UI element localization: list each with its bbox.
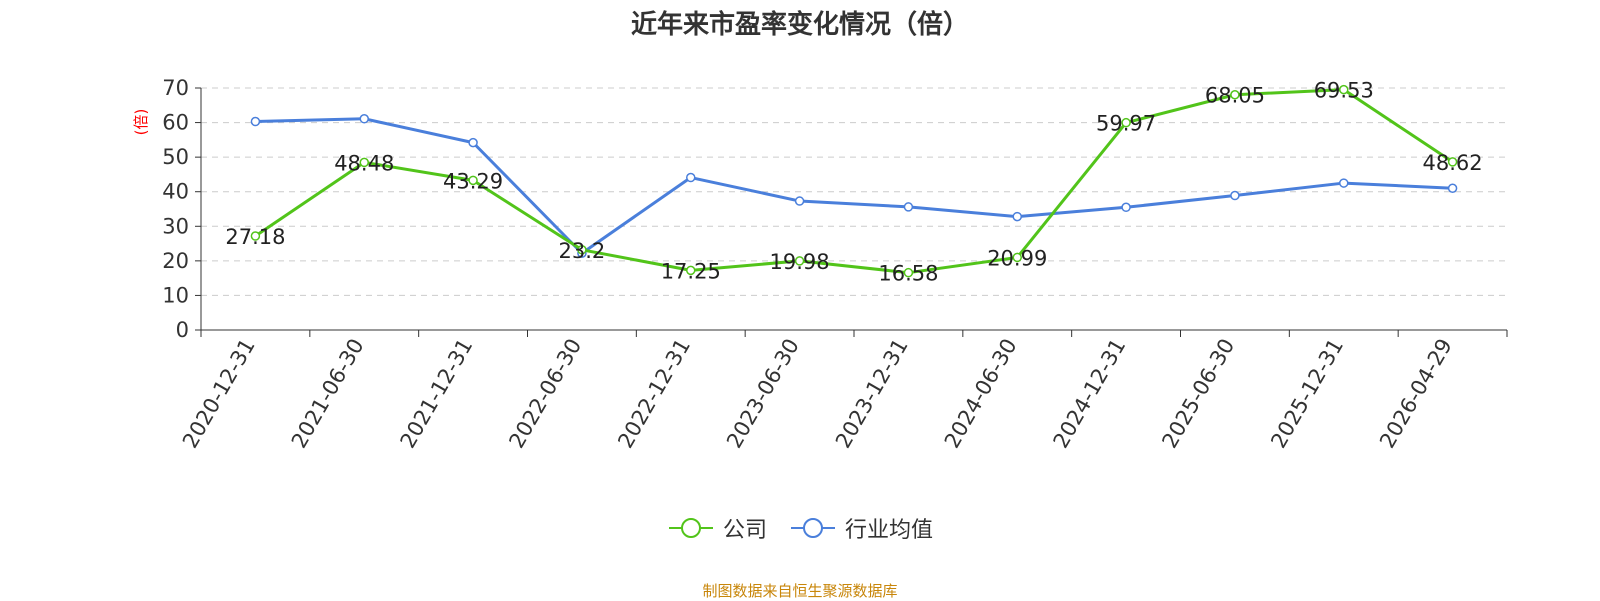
series: [250, 84, 1458, 278]
data-point-0[interactable]: [1012, 252, 1022, 263]
data-point-0[interactable]: [359, 157, 369, 168]
data-label: 19.98: [770, 250, 830, 274]
x-tick-label: 2026-04-29: [1375, 335, 1457, 453]
data-label: 48.62: [1423, 151, 1483, 175]
data-point-0[interactable]: [1447, 157, 1458, 167]
legend: 公司 行业均值: [0, 512, 1600, 544]
data-label: 69.53: [1314, 79, 1374, 103]
data-label: 27.18: [225, 225, 285, 249]
data-point-1[interactable]: [1012, 211, 1022, 222]
data-point-0[interactable]: [1339, 84, 1349, 95]
data-point-0[interactable]: [250, 231, 261, 241]
data-point-1[interactable]: [468, 137, 478, 148]
x-tick-label: 2020-12-31: [178, 335, 260, 453]
data-point-1[interactable]: [794, 196, 805, 206]
data-label: 17.25: [661, 259, 721, 283]
data-point-1[interactable]: [359, 114, 369, 124]
x-tick-label: 2021-12-31: [396, 335, 478, 453]
legend-industry-label: 行业均值: [845, 518, 934, 543]
data-label: 23.2: [559, 239, 606, 263]
legend-company-marker-icon: [668, 518, 713, 538]
x-tick-label: 2022-12-31: [613, 335, 695, 453]
grid-lines: [201, 87, 1507, 296]
x-tick-label: 2025-06-30: [1157, 335, 1239, 453]
data-point-0[interactable]: [468, 175, 478, 186]
y-tick-label: 20: [162, 249, 189, 273]
data-point-0[interactable]: [577, 245, 587, 255]
source-note: 制图数据来自恒生聚源数据库: [702, 582, 898, 600]
data-label: 20.99: [987, 246, 1047, 270]
y-tick-label: 10: [162, 283, 189, 307]
data-point-0[interactable]: [1230, 89, 1240, 100]
data-point-1[interactable]: [903, 202, 914, 212]
y-tick-label: 40: [162, 180, 189, 204]
data-label: 68.05: [1205, 84, 1265, 108]
chart-title: 近年来市盈率变化情况（倍）: [630, 10, 969, 40]
x-tick-label: 2023-06-30: [722, 335, 804, 453]
legend-item-company[interactable]: 公司: [667, 512, 767, 544]
x-tick-label: 2021-06-30: [287, 335, 369, 453]
data-point-1[interactable]: [1230, 190, 1240, 201]
series-line-0: [254, 88, 1454, 275]
data-point-1[interactable]: [686, 172, 696, 183]
data-label: 48.48: [334, 151, 394, 175]
legend-company-label: 公司: [722, 518, 767, 543]
data-label: 59.97: [1096, 112, 1156, 136]
series-line-1: [255, 117, 1453, 255]
data-point-0[interactable]: [903, 267, 914, 278]
data-label: 43.29: [443, 169, 503, 193]
data-label: 16.58: [878, 262, 938, 286]
data-point-0[interactable]: [686, 265, 696, 276]
data-point-1[interactable]: [1121, 202, 1131, 213]
x-tick-label: 2023-12-31: [831, 335, 913, 453]
y-tick-label: 30: [162, 214, 189, 238]
x-tick-label: 2024-06-30: [940, 335, 1022, 453]
x-tick-label: 2022-06-30: [504, 335, 586, 453]
y-tick-label: 70: [162, 76, 189, 100]
data-point-1[interactable]: [1447, 183, 1458, 194]
data-point-0[interactable]: [794, 256, 805, 266]
y-tick-label: 0: [176, 318, 189, 342]
x-tick-label: 2024-12-31: [1049, 335, 1131, 453]
x-tick-label: 2025-12-31: [1266, 335, 1348, 453]
y-tick-label: 50: [162, 145, 189, 169]
legend-item-industry[interactable]: 行业均值: [789, 512, 933, 544]
data-point-1[interactable]: [250, 116, 261, 127]
legend-industry-marker-icon: [791, 518, 835, 538]
y-axis-label: (倍): [132, 109, 150, 136]
data-point-0[interactable]: [1121, 117, 1131, 128]
data-point-1[interactable]: [1339, 178, 1349, 188]
y-tick-label: 60: [162, 111, 189, 135]
data-labels: 27.18 48.48 43.29 23.2 17.25 19.98 16.58 20.99 5…: [225, 79, 1482, 286]
